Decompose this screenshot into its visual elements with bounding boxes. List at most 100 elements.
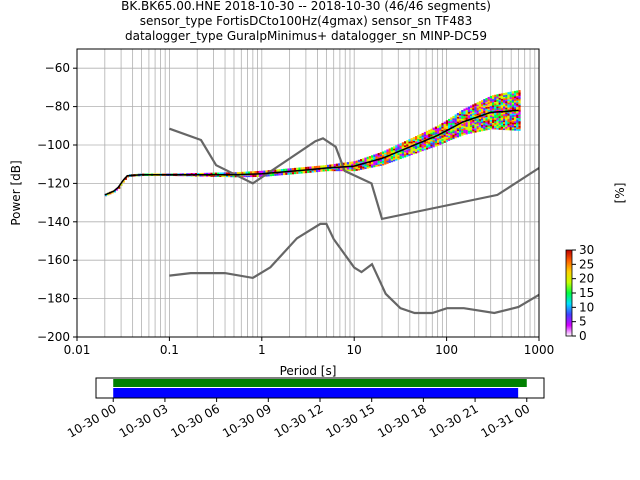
psd-density-cell (485, 111, 488, 114)
psd-density-cell (448, 133, 451, 136)
psd-density-cell (498, 100, 501, 103)
psd-density-cell (331, 168, 334, 172)
psd-density-cell (393, 157, 396, 160)
psd-density-cell (432, 143, 435, 146)
psd-density-cell (439, 136, 442, 139)
psd-density-cell (467, 109, 471, 113)
psd-density-cell (353, 168, 356, 172)
psd-density-cell (417, 145, 420, 149)
psd-density-cell (503, 108, 506, 112)
psd-density-cell (434, 140, 438, 144)
psd-density-cell (465, 118, 468, 121)
psd-density-cell (516, 110, 519, 114)
psd-density-cell (415, 149, 418, 152)
psd-density-cell (514, 114, 517, 117)
psd-density-cell (467, 111, 471, 114)
psd-density-cell (437, 132, 440, 136)
psd-density-cell (331, 164, 334, 167)
psd-density-cell (494, 107, 497, 111)
psd-density-cell (454, 131, 457, 134)
psd-density-cell (498, 113, 501, 117)
psd-density-cell (439, 127, 442, 130)
timeline-bars (113, 379, 527, 398)
psd-density-cell (428, 141, 431, 144)
psd-density-cell (478, 112, 482, 115)
psd-density-cell (221, 172, 224, 175)
psd-density-cell (404, 153, 407, 156)
psd-density-cell (518, 117, 521, 120)
psd-density-cell (426, 145, 429, 148)
psd-density-cell (498, 112, 501, 115)
y-tick-label: −180 (37, 292, 70, 306)
psd-density-cell (430, 145, 433, 149)
psd-density-cell (483, 128, 486, 131)
psd-density-cell (500, 121, 504, 124)
psd-density-cell (500, 101, 504, 104)
psd-density-cell (483, 107, 486, 110)
psd-density-cell (456, 120, 460, 124)
psd-density-cell (456, 116, 460, 119)
psd-density-cell (472, 112, 475, 116)
psd-density-cell (430, 132, 433, 135)
psd-density-cell (487, 98, 490, 101)
psd-density-cell (511, 112, 515, 116)
psd-density-cell (516, 101, 519, 104)
psd-density-cell (434, 133, 438, 137)
psd-density-cell (461, 126, 464, 130)
psd-density-cell (494, 120, 497, 124)
psd-density-cell (426, 142, 429, 145)
psd-density-cell (399, 148, 402, 151)
psd-density-cell (421, 132, 424, 136)
psd-density-cell (518, 114, 521, 117)
psd-density-cell (287, 168, 290, 171)
psd-density-cell (505, 127, 508, 131)
psd-density-cell (514, 107, 517, 111)
psd-density-cell (382, 161, 385, 164)
psd-density-cell (456, 122, 460, 125)
x-tick-label: 1 (258, 343, 266, 357)
psd-density-cell (494, 106, 497, 109)
psd-density-cell (505, 114, 508, 118)
psd-density-cell (511, 98, 515, 102)
psd-density-cell (496, 115, 499, 119)
psd-density-cell (511, 123, 515, 126)
psd-density-cell (509, 93, 512, 96)
psd-density-cell (483, 118, 486, 122)
psd-density-cell (305, 166, 308, 170)
psd-density-cell (443, 132, 446, 135)
psd-density-cell (439, 134, 442, 138)
psd-density-cell (456, 131, 460, 135)
psd-density-cell (459, 121, 462, 124)
psd-density-cell (362, 165, 365, 169)
psd-density-cell (511, 91, 515, 94)
psd-density-cell (465, 132, 468, 135)
psd-density-cell (349, 161, 352, 165)
psd-density-cell (518, 112, 521, 115)
psd-density-cell (503, 99, 506, 102)
psd-density-cell (439, 142, 442, 145)
psd-density-cell (496, 104, 499, 107)
psd-density-cell (353, 161, 356, 164)
psd-density-cell (375, 153, 378, 157)
psd-density-cell (373, 163, 376, 166)
psd-density-cell (340, 164, 343, 167)
psd-density-cell (511, 102, 515, 105)
psd-density-cell (461, 119, 464, 123)
psd-density-cell (397, 152, 400, 155)
psd-density-cell (503, 126, 506, 129)
psd-density-cell (474, 106, 477, 110)
psd-density-cell (485, 99, 488, 103)
psd-density-cell (410, 139, 413, 142)
psd-density-cell (474, 128, 477, 131)
psd-density-cell (516, 106, 519, 109)
psd-density-cell (459, 132, 462, 135)
psd-density-cell (459, 119, 462, 122)
psd-density-cell (364, 165, 367, 168)
psd-density-cell (481, 100, 484, 103)
psd-density-cell (514, 100, 517, 103)
psd-density-cell (393, 146, 396, 149)
psd-density-cell (252, 174, 255, 178)
psd-density-cell (478, 110, 482, 113)
psd-density-cell (492, 109, 495, 112)
